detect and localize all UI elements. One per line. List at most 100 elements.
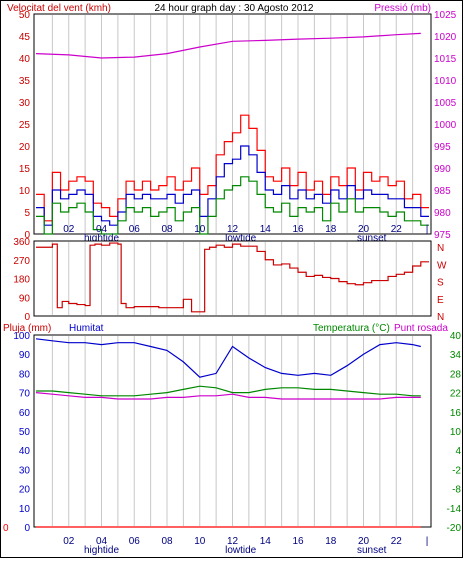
pressure-right-axis: 975 980 985 990 995 1000 1005 1010 1015 1020 1025 xyxy=(434,10,457,241)
humidity-panel: Pluja (mm) Humitat Temperatura (°C) Punt… xyxy=(3,323,461,556)
temperature-tick-label: 16 xyxy=(450,408,462,419)
humidity-tick-label: 20 xyxy=(19,485,31,496)
humidity-series-line xyxy=(35,392,421,400)
hour-label: 12 xyxy=(227,224,239,235)
wind-tick-label: 20 xyxy=(19,142,31,153)
direction-grid xyxy=(51,242,414,315)
wind-tick-label: 40 xyxy=(19,54,31,65)
humidity-tick-label: 30 xyxy=(19,465,31,476)
hour-label: 10 xyxy=(194,536,206,547)
direction-tick-label: 0 xyxy=(24,312,30,323)
wind-tick-label: 25 xyxy=(19,120,31,131)
event-label: lowtide xyxy=(225,233,257,244)
pressure-tick-label: 1025 xyxy=(434,10,457,21)
humidity-tick-label: 10 xyxy=(19,504,31,515)
event-label: hightide xyxy=(84,233,119,244)
hour-label: 08 xyxy=(161,224,173,235)
wind-tick-label: 45 xyxy=(19,32,31,43)
pressure-tick-label: 1000 xyxy=(434,120,457,131)
temperature-tick-label: 28 xyxy=(450,369,462,380)
pressure-tick-label: 1010 xyxy=(434,76,457,87)
temperature-tick-label: 4 xyxy=(455,446,461,457)
wind-tick-label: 10 xyxy=(19,186,31,197)
wind-series-line xyxy=(35,32,421,59)
pressure-tick-label: 1020 xyxy=(434,32,457,43)
humidity-tick-label: 50 xyxy=(19,427,31,438)
hour-label: 02 xyxy=(63,536,75,547)
humidity-grid xyxy=(51,336,414,526)
humidity-tick-label: 80 xyxy=(19,369,31,380)
dewpoint-legend: Punt rosada xyxy=(394,323,448,334)
humidity-tick-label: 40 xyxy=(19,446,31,457)
temperature-right-axis: -20 -14 -8 -2 4 10 16 22 28 34 40 xyxy=(447,331,462,534)
direction-left-axis: 0 90 180 270 360 xyxy=(13,237,30,323)
event-label: sunset xyxy=(357,233,387,244)
temperature-tick-label: 22 xyxy=(450,389,462,400)
wind-tick-label: 5 xyxy=(24,208,30,219)
event-label: lowtide xyxy=(225,545,257,556)
humidity-legend: Humitat xyxy=(69,323,104,334)
pressure-tick-label: 1015 xyxy=(434,54,457,65)
humidity-x-axis: 02 04 06 08 10 12 14 16 18 20 22 | hightide lowtide su… xyxy=(63,536,428,556)
humidity-tick-label: 70 xyxy=(19,389,31,400)
wind-left-axis: 0 5 10 15 20 25 30 35 40 45 50 xyxy=(19,10,31,241)
humidity-series-line xyxy=(35,338,421,378)
hour-label: 16 xyxy=(292,224,304,235)
direction-series-line xyxy=(36,242,429,313)
temperature-tick-label: 10 xyxy=(450,427,462,438)
temperature-tick-label: -2 xyxy=(452,465,461,476)
end-hour-tick: | xyxy=(426,536,429,547)
hour-label: 08 xyxy=(161,536,173,547)
wind-tick-label: 0 xyxy=(24,230,30,241)
humidity-left-axis: 0 0 10 20 30 40 50 60 70 80 90 100 xyxy=(3,331,30,534)
wind-series xyxy=(35,32,429,235)
pressure-tick-label: 1005 xyxy=(434,98,457,109)
humidity-series-line xyxy=(36,385,421,397)
wind-tick-label: 30 xyxy=(19,98,31,109)
wind-x-axis: 02 04 06 08 10 12 14 16 18 20 22 | hightide lowtide su… xyxy=(63,224,428,244)
hour-label: 14 xyxy=(260,536,272,547)
temperature-tick-label: -8 xyxy=(452,485,461,496)
direction-tick-label: 360 xyxy=(13,237,30,248)
hour-label: 16 xyxy=(292,536,304,547)
hour-label: 02 xyxy=(63,224,75,235)
direction-tick-label: 180 xyxy=(13,275,30,286)
hour-label: 22 xyxy=(391,536,403,547)
direction-tick-label: 90 xyxy=(19,293,31,304)
hour-label: 20 xyxy=(358,224,370,235)
direction-series xyxy=(36,242,429,313)
wind-tick-label: 50 xyxy=(19,10,31,21)
direction-tick-label: 270 xyxy=(13,256,30,267)
wind-series-line xyxy=(36,145,429,226)
hour-label: 14 xyxy=(260,224,272,235)
wind-tick-label: 15 xyxy=(19,164,31,175)
hour-label: 12 xyxy=(227,536,239,547)
hour-label: 18 xyxy=(325,224,337,235)
wind-speed-title: Velocitat del vent (kmh) xyxy=(7,3,111,14)
humidity-series xyxy=(35,338,421,528)
hour-label: 04 xyxy=(96,224,108,235)
rain-legend: Pluja (mm) xyxy=(3,323,51,334)
hour-label: 06 xyxy=(129,536,141,547)
temperature-tick-label: -14 xyxy=(447,504,462,515)
humidity-tick-label: 0 xyxy=(24,523,30,534)
humidity-tick-label: 60 xyxy=(19,408,31,419)
hour-label: 22 xyxy=(391,224,403,235)
compass-label: W xyxy=(437,260,447,271)
compass-label: N xyxy=(437,312,444,323)
pressure-tick-label: 980 xyxy=(434,208,451,219)
temperature-tick-label: 40 xyxy=(450,331,462,342)
wind-series-line xyxy=(36,114,429,222)
event-label: sunset xyxy=(357,545,387,556)
pressure-title: Pressió (mb) xyxy=(374,3,431,14)
hour-label: 10 xyxy=(194,224,206,235)
hour-label: 04 xyxy=(96,536,108,547)
pressure-tick-label: 995 xyxy=(434,142,451,153)
compass-label: S xyxy=(437,278,444,289)
pressure-tick-label: 985 xyxy=(434,186,451,197)
humidity-tick-label: 100 xyxy=(13,331,30,342)
hour-label: 20 xyxy=(358,536,370,547)
